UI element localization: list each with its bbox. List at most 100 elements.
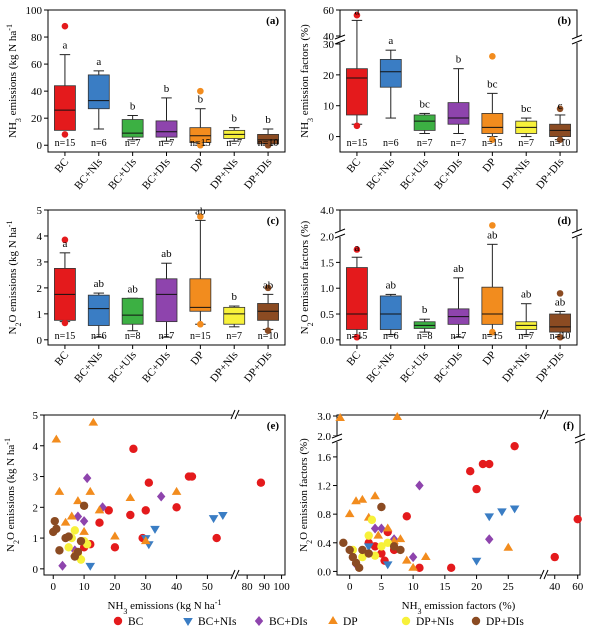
y-tick-label: 80 [31, 32, 43, 44]
axis-break-mark [334, 39, 346, 45]
x-tick-label: BC+DIs [432, 156, 465, 192]
box-BC+DIs: ab n=7 [447, 263, 470, 342]
chart-panel-f: 0 5 10 15 20 25 40 60 0.0 0.4 0.8 1.2 1.6 2.0 3.0 (f) NH… [298, 409, 586, 616]
x-tick-label: DP+NIs [208, 349, 240, 384]
data-point [58, 560, 67, 571]
outlier-point [264, 141, 272, 149]
legend-item: DP+NIs [401, 616, 454, 628]
axis-break-mark [543, 569, 549, 580]
n-label: n=7 [226, 138, 242, 149]
y-tick-label: 3 [37, 257, 43, 269]
significance-letter: a [62, 238, 67, 250]
x-tick-label: 80 [242, 581, 254, 593]
chart-panel-d: 0.0 0.5 1.0 1.5 2.0 4.0 N2O emission factors (… [299, 205, 583, 385]
axis-break-gap [332, 436, 342, 442]
x-tick-label: 10 [79, 581, 91, 593]
series-BC+NIs [85, 512, 228, 571]
x-tick-label: BC+UIs [398, 349, 431, 385]
significance-letter: b [231, 113, 237, 125]
box-iqr [379, 295, 402, 330]
significance-letter: a [354, 5, 359, 17]
data-point [377, 502, 386, 512]
x-tick-label: BC+DIs [432, 349, 465, 385]
legend-marker [254, 616, 264, 626]
data-point [497, 508, 507, 517]
panel-label: (d) [558, 215, 572, 227]
outlier-point [61, 22, 69, 30]
x-tick-label: BC+NIs [72, 156, 105, 192]
axis-break-mark [543, 409, 549, 420]
data-point [402, 512, 411, 521]
outlier-point [556, 290, 564, 297]
data-point [73, 496, 83, 505]
x-tick-label: BC+UIs [106, 156, 139, 192]
significance-letter: b [456, 54, 462, 66]
x-tick-label: BC+NIs [364, 156, 397, 192]
box-iqr [54, 85, 76, 131]
y-axis-label: N2O emissions (kg N ha-1 [3, 438, 21, 552]
data-point [55, 546, 64, 555]
data-point [358, 552, 367, 562]
y-tick-label: 0 [37, 335, 43, 347]
box-iqr [189, 278, 212, 312]
n-label: n=7 [451, 331, 467, 342]
box-DP+NIs: b n=7 [223, 291, 246, 342]
legend-item: BC+NIs [183, 616, 237, 628]
x-tick-label: DP+DIs [242, 156, 274, 191]
significance-letter: ab [555, 296, 566, 308]
data-point [358, 545, 367, 555]
outlier-point [556, 136, 564, 143]
panel-label: (f) [563, 420, 574, 432]
n-label: n=6 [383, 331, 399, 342]
box-DP+DIs: c n=10 [549, 100, 571, 149]
axis-break-mark [230, 569, 236, 580]
x-tick-label: BC+NIs [72, 349, 105, 385]
x-tick-label: DP [188, 349, 206, 367]
n-label: n=7 [518, 331, 534, 342]
x-tick-label: DP [188, 156, 206, 174]
y-tick-label: 5 [33, 410, 39, 422]
axis-break-mark [234, 409, 240, 420]
significance-letter: bc [487, 78, 498, 90]
box-iqr [379, 59, 402, 88]
x-tick-label: DP+NIs [500, 156, 532, 191]
y-tick-label: 2.0 [320, 232, 334, 244]
data-point [415, 480, 424, 491]
y-tick-label: 10 [323, 101, 335, 113]
data-point [364, 549, 373, 558]
significance-letter: ab [127, 283, 138, 295]
data-point [395, 534, 406, 543]
data-point [355, 563, 364, 573]
significance-letter: a [388, 35, 393, 47]
axis-break-gap [575, 436, 585, 442]
data-point [212, 533, 221, 543]
outlier-point [353, 333, 361, 341]
legend-label: DP+NIs [416, 616, 454, 628]
significance-letter: b [198, 94, 204, 106]
legend-item: DP [328, 616, 358, 628]
legend-label: DP+DIs [486, 616, 524, 628]
legend-label: BC+NIs [198, 616, 237, 628]
outlier-point [489, 53, 496, 60]
significance-letter: a [354, 242, 359, 254]
data-point [256, 478, 266, 487]
significance-letter: ab [521, 289, 532, 301]
y-tick-label: 2 [33, 502, 39, 514]
outlier-point [264, 327, 272, 335]
n-label: n=10 [550, 331, 571, 342]
data-point [471, 557, 482, 566]
box-DP+DIs: ab n=10 [257, 279, 279, 342]
data-point [79, 526, 89, 535]
data-point [94, 505, 105, 514]
data-point [187, 472, 197, 481]
x-tick-label: DP [480, 349, 498, 367]
axis-break-gap [232, 570, 238, 580]
box-iqr [257, 303, 279, 321]
significance-letter: ab [263, 279, 274, 291]
y-tick-label: 0.8 [317, 509, 331, 521]
n-label: n=15 [190, 138, 211, 149]
data-point [466, 467, 475, 476]
data-point [70, 526, 80, 535]
